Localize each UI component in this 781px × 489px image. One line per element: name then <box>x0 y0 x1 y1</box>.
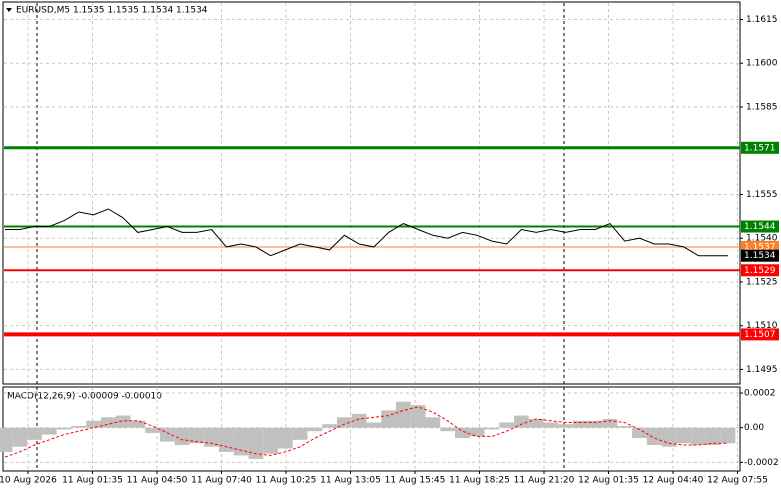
macd-bar <box>351 413 367 428</box>
macd-bar <box>543 422 559 428</box>
macd-bar <box>455 427 470 439</box>
macd-bar <box>248 427 264 459</box>
level-label-box <box>741 264 779 277</box>
macd-bar <box>558 424 574 428</box>
macd-bar <box>204 427 219 447</box>
macd-bar <box>381 410 397 428</box>
macd-bar <box>86 420 101 428</box>
macd-bar <box>322 424 337 428</box>
macd-title: MACD(12,26,9) -0.00009 -0.00010 <box>7 392 162 402</box>
macd-bar <box>27 427 42 440</box>
x-tick-label: 12 Aug 04:40 <box>643 476 704 486</box>
macd-bar <box>499 422 515 428</box>
macd-bar <box>145 427 160 433</box>
macd-bar <box>469 427 485 437</box>
level-label-box <box>741 141 779 154</box>
macd-bar <box>587 420 603 428</box>
current-price-label: 1.1534 <box>744 251 776 261</box>
x-tick-label: 12 Aug 01:35 <box>578 476 639 486</box>
price-line <box>5 208 728 257</box>
macd-bar <box>189 427 205 444</box>
macd-bar <box>705 427 721 446</box>
x-tick-label: 11 Aug 01:35 <box>62 476 123 486</box>
macd-bar <box>617 425 633 428</box>
level-label-box <box>741 220 779 233</box>
level-label: 1.1544 <box>744 222 776 232</box>
macd-bar <box>691 427 706 446</box>
macd-bar <box>115 415 131 428</box>
macd-bar <box>602 419 618 428</box>
macd-bar <box>676 427 692 444</box>
macd-bar <box>174 427 190 446</box>
macd-bar <box>573 420 588 428</box>
macd-bar <box>720 427 736 444</box>
y-tick-label: 1.1540 <box>746 234 778 244</box>
menu-arrow <box>6 8 12 12</box>
y-tick-label: 1.1600 <box>746 59 778 69</box>
x-tick-label: 11 Aug 13:05 <box>320 476 381 486</box>
y-tick-label: 1.1510 <box>746 321 778 331</box>
macd-bar <box>100 417 116 428</box>
macd-bar <box>396 401 411 428</box>
macd-bar <box>528 419 544 428</box>
macd-bar <box>263 427 278 454</box>
level-label: 1.1507 <box>744 330 776 340</box>
macd-bar <box>440 427 456 432</box>
x-tick-label: 10 Aug 2026 <box>0 476 57 486</box>
y-tick-label: 1.1495 <box>746 365 778 375</box>
macd-bar <box>12 427 28 447</box>
level-label: 1.1529 <box>744 266 776 276</box>
macd-bar <box>632 427 647 439</box>
y-tick-label: 1.1525 <box>746 277 778 287</box>
macd-bar <box>0 427 13 452</box>
level-label-box <box>741 328 779 341</box>
macd-bar <box>484 427 500 430</box>
main-panel <box>2 1 741 385</box>
y-tick-label: 1.1615 <box>746 15 778 25</box>
macd-bar <box>41 427 57 435</box>
y-tick-label: 1.1585 <box>746 102 778 112</box>
macd-bar <box>410 405 426 428</box>
macd-bar <box>307 427 323 432</box>
macd-bar <box>425 417 441 428</box>
macd-bar <box>159 427 175 442</box>
macd-bar <box>277 427 293 449</box>
x-tick-label: 11 Aug 15:45 <box>385 476 446 486</box>
macd-bar <box>366 422 382 428</box>
macd-bar <box>56 427 72 430</box>
chart-title: EURUSD,M5 1.1535 1.1535 1.1534 1.1534 <box>16 6 208 16</box>
x-tick-label: 11 Aug 10:25 <box>256 476 317 486</box>
current-price-box <box>741 249 779 262</box>
macd-bar <box>514 415 529 428</box>
signal-line <box>4 406 728 458</box>
y-tick-label: 0.0002 <box>744 389 776 399</box>
macd-bar <box>130 420 146 428</box>
x-tick-label: 11 Aug 07:40 <box>191 476 252 486</box>
y-tick-label: 1.1555 <box>746 190 778 200</box>
macd-bar <box>71 425 87 428</box>
x-tick-label: 11 Aug 18:25 <box>449 476 510 486</box>
y-tick-label: -0.0002 <box>744 458 779 468</box>
x-tick-label: 11 Aug 04:50 <box>127 476 188 486</box>
level-label: 1.1571 <box>744 143 776 153</box>
x-tick-label: 12 Aug 07:55 <box>707 476 768 486</box>
macd-bar <box>336 417 352 428</box>
y-tick-label: 0.00 <box>744 423 764 433</box>
x-tick-label: 11 Aug 21:20 <box>514 476 575 486</box>
macd-bar <box>292 427 308 440</box>
macd-bar <box>233 427 249 456</box>
level-label: 1.1537 <box>744 242 776 252</box>
macd-bar <box>646 427 662 446</box>
